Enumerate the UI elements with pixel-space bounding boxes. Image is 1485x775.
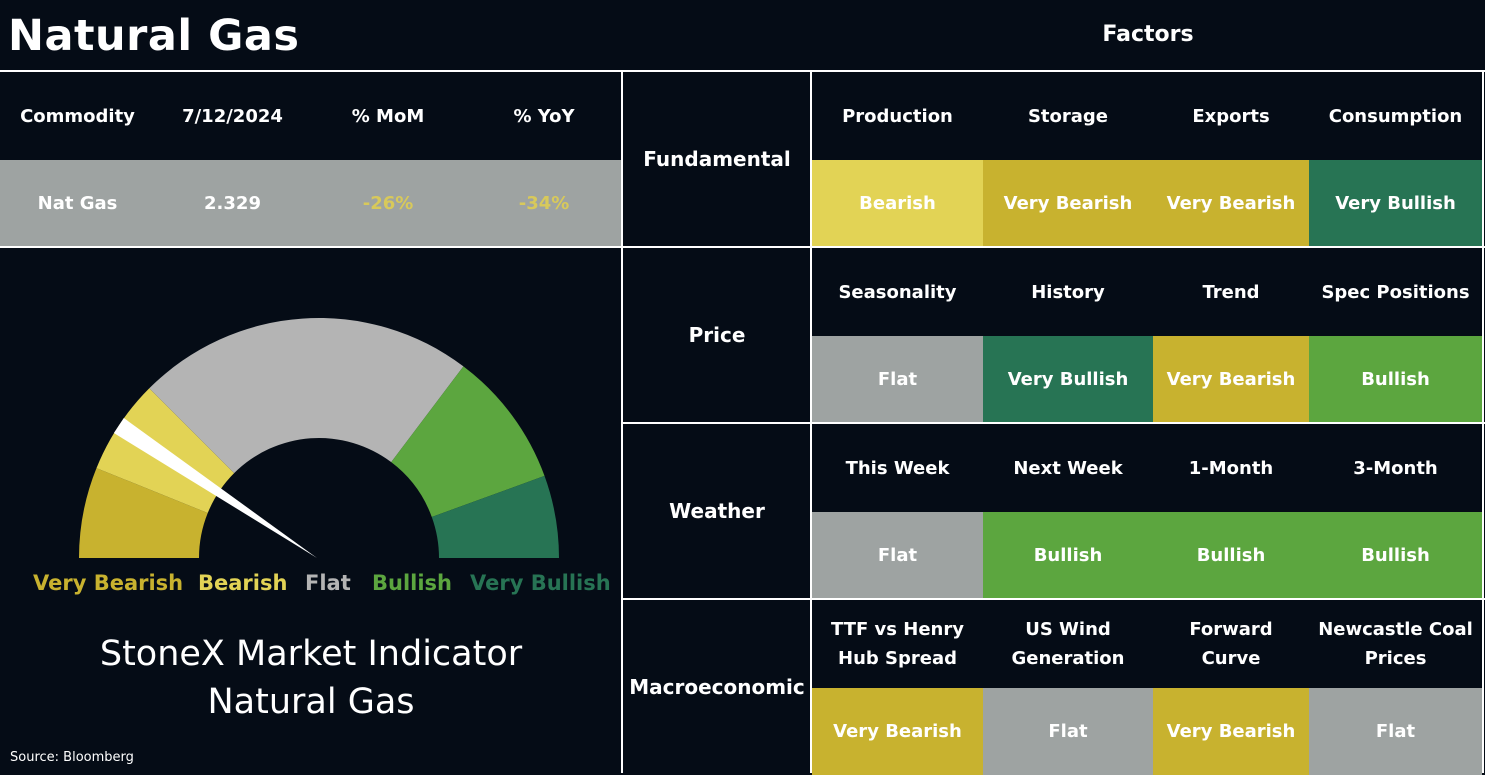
summary-yoy: -34% (518, 192, 570, 214)
factor-name-history: History (1031, 281, 1105, 303)
factor-category-weather: Weather (669, 499, 765, 523)
divider-row2 (622, 422, 1485, 424)
factor-name-trend: Trend (1202, 281, 1260, 303)
factors-title: Factors (1102, 22, 1194, 47)
page-title: Natural Gas (8, 11, 300, 61)
summary-value-row: Nat Gas 2.329 -26% -34% (0, 160, 622, 246)
factor-value-us-wind-generation: Flat (983, 688, 1153, 775)
summary-header-commodity: Commodity (20, 105, 135, 127)
summary-header-yoy: % YoY (513, 105, 575, 127)
factor-name-forward-curve: Forward Curve (1189, 619, 1273, 669)
factor-value-history: Very Bullish (983, 336, 1153, 422)
factor-value-next-week: Bullish (983, 512, 1153, 598)
factor-name-exports: Exports (1192, 105, 1270, 127)
factor-value-forward-curve: Very Bearish (1153, 688, 1309, 775)
source-note: Source: Bloomberg (10, 750, 134, 765)
factor-name-1-month: 1-Month (1188, 457, 1274, 479)
factor-name-consumption: Consumption (1328, 105, 1463, 127)
gauge-segment-flat (149, 317, 464, 474)
factor-name-this-week: This Week (845, 457, 950, 479)
summary-mom: -26% (362, 192, 414, 214)
divider-row3 (622, 598, 1485, 600)
summary-price: 2.329 (204, 192, 261, 214)
factor-value-ttf-vs-henry-hub-spread: Very Bearish (812, 688, 983, 775)
gauge-segment-bullish (391, 366, 545, 517)
factor-value-storage: Very Bearish (983, 160, 1153, 246)
factor-name-ttf-vs-henry-hub-spread: TTF vs Henry Hub Spread (831, 619, 964, 669)
factor-name-newcastle-coal-prices: Newcastle Coal Prices (1318, 619, 1473, 669)
divider-top (0, 70, 1485, 72)
factor-category-macroeconomic: Macroeconomic (629, 675, 805, 699)
indicator-subtitle: Natural Gas (207, 682, 415, 722)
factor-value-newcastle-coal-prices: Flat (1309, 688, 1482, 775)
factor-category-price: Price (688, 323, 746, 347)
factor-name-next-week: Next Week (1013, 457, 1123, 479)
divider-category (810, 70, 812, 773)
factor-value-seasonality: Flat (812, 336, 983, 422)
gauge-needle (113, 418, 318, 558)
factor-value-consumption: Very Bullish (1309, 160, 1482, 246)
factor-value-exports: Very Bearish (1153, 160, 1309, 246)
factor-value-trend: Very Bearish (1153, 336, 1309, 422)
indicator-title: StoneX Market Indicator (99, 634, 523, 674)
summary-commodity: Nat Gas (37, 192, 118, 214)
factor-name-us-wind-generation: US Wind Generation (1011, 619, 1125, 669)
gauge-label-bearish: Bearish (198, 571, 288, 595)
divider-left (621, 70, 623, 773)
divider-right (1482, 70, 1484, 773)
factor-name-seasonality: Seasonality (838, 281, 957, 303)
factor-value-1-month: Bullish (1153, 512, 1309, 598)
gauge-segment-very-bearish (79, 468, 208, 558)
gauge-segment-very-bullish (431, 475, 559, 558)
factor-category-fundamental: Fundamental (643, 147, 791, 171)
gauge-label-very-bullish: Very Bullish (470, 571, 611, 595)
gauge-label-very-bearish: Very Bearish (33, 571, 184, 595)
factor-name-3-month: 3-Month (1353, 457, 1438, 479)
summary-header-date: 7/12/2024 (182, 105, 283, 127)
summary-header-row: Commodity 7/12/2024 % MoM % YoY (0, 72, 622, 160)
summary-header-mom: % MoM (351, 105, 425, 127)
factor-value-spec-positions: Bullish (1309, 336, 1482, 422)
factor-name-spec-positions: Spec Positions (1321, 281, 1470, 303)
factor-name-storage: Storage (1027, 105, 1109, 127)
divider-row1 (0, 246, 1485, 248)
factor-value-production: Bearish (812, 160, 983, 246)
market-gauge (79, 317, 559, 558)
factor-value-3-month: Bullish (1309, 512, 1482, 598)
gauge-label-flat: Flat (305, 571, 351, 595)
gauge-label-bullish: Bullish (372, 571, 453, 595)
factor-name-production: Production (842, 105, 953, 127)
factor-value-this-week: Flat (812, 512, 983, 598)
